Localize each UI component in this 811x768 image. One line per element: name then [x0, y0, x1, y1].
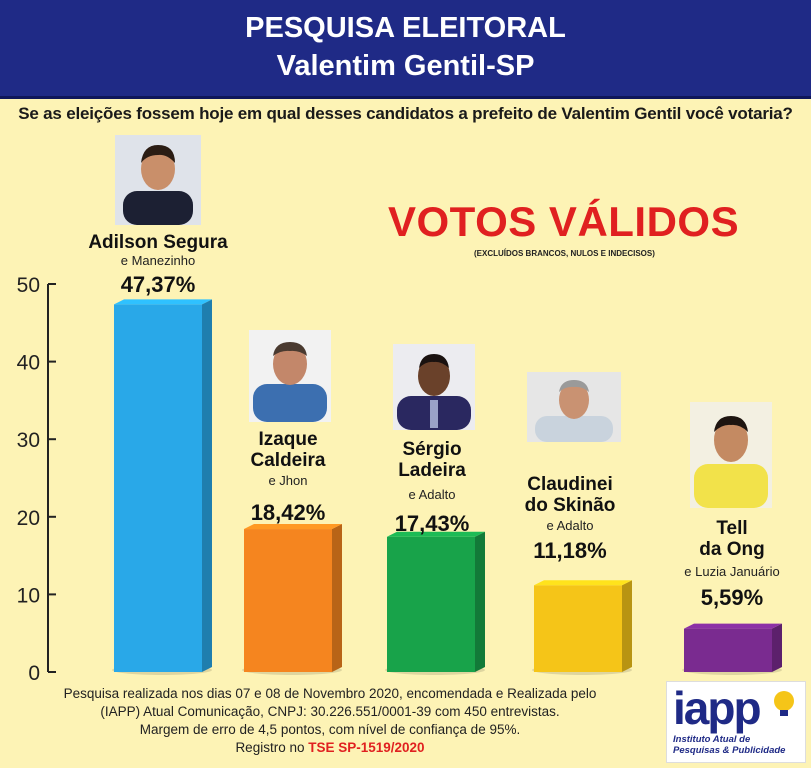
person-icon — [527, 372, 621, 442]
data-label: 11,18% — [533, 538, 607, 563]
candidate-name-line2: Caldeira — [250, 450, 326, 471]
bar-side — [475, 531, 485, 672]
header-subtitle: Valentim Gentil-SP — [276, 50, 535, 82]
bar-top — [534, 580, 632, 586]
methodology-note: Pesquisa realizada nos dias 07 e 08 de N… — [0, 685, 660, 757]
bar-side — [622, 580, 632, 672]
candidate-photo-sergio — [393, 344, 475, 430]
candidate-photo-adilson — [115, 135, 201, 225]
candidate-name-line1: Sérgio — [402, 439, 462, 460]
candidate-name: Tell da Ong — [662, 518, 802, 560]
candidate-vice: e Adalto — [408, 487, 456, 502]
y-tick-label: 0 — [28, 662, 40, 685]
bar — [684, 628, 772, 672]
candidate-name-line2: da Ong — [699, 539, 765, 560]
registration-prefix: Registro no — [235, 740, 309, 755]
footer-line: Pesquisa realizada nos dias 07 e 08 de N… — [63, 686, 597, 701]
data-label: 5,59% — [700, 585, 764, 610]
iapp-logo: iapp Instituto Atual de Pesquisas & Publ… — [666, 681, 806, 763]
person-icon — [249, 330, 331, 422]
bar-side — [202, 299, 212, 672]
bar-side — [772, 623, 782, 672]
bar-side — [332, 524, 342, 672]
y-tick-label: 50 — [17, 274, 40, 297]
registration-number: TSE SP-1519/2020 — [308, 740, 425, 755]
candidate-vice: e Manezinho — [120, 253, 196, 268]
lightbulb-icon — [774, 691, 794, 716]
bar — [244, 529, 332, 672]
footer-line: (IAPP) Atual Comunicação, CNPJ: 30.226.5… — [100, 704, 560, 719]
candidate-photo-tell — [690, 402, 772, 508]
candidate-name-line1: Claudinei — [527, 474, 613, 495]
candidate-name: Claudinei do Skinão — [505, 474, 635, 516]
person-icon — [115, 135, 201, 225]
valid-votes-title: VOTOS VÁLIDOS — [388, 198, 740, 245]
footer-registration: Registro no TSE SP-1519/2020 — [0, 739, 660, 757]
candidate-name-line2: do Skinão — [524, 495, 616, 516]
person-icon — [690, 402, 772, 508]
candidate-vice: e Adalto — [546, 518, 594, 533]
bar — [534, 585, 622, 672]
bar-top — [387, 531, 485, 537]
bar — [114, 304, 202, 672]
candidate-name-line2: Ladeira — [398, 460, 466, 481]
logo-subtitle-line2: Pesquisas & Publicidade — [673, 745, 786, 756]
candidate-name: Adilson Segura — [88, 232, 228, 253]
candidate-name-line1: Izaque — [258, 429, 318, 450]
header-title: PESQUISA ELEITORAL — [245, 12, 566, 44]
logo-subtitle: Instituto Atual de Pesquisas & Publicida… — [673, 734, 785, 756]
y-tick-label: 20 — [17, 507, 40, 530]
logo-mark: iapp — [673, 682, 762, 734]
data-label: 47,37% — [120, 272, 196, 297]
bar — [387, 536, 475, 672]
candidate-photo-claudinei — [527, 372, 621, 442]
survey-question: Se as eleições fossem hoje em qual desse… — [18, 104, 793, 123]
y-tick-label: 30 — [17, 429, 40, 452]
person-icon — [393, 344, 475, 430]
bar-top — [114, 299, 212, 305]
footer-line: Margem de erro de 4,5 pontos, com nível … — [139, 722, 521, 737]
candidate-name-line1: Tell — [716, 518, 748, 539]
data-label: 18,42% — [250, 500, 326, 525]
candidate-name: Sérgio Ladeira — [372, 439, 492, 481]
logo-subtitle-line1: Instituto Atual de — [673, 734, 751, 745]
data-label: 17,43% — [394, 511, 470, 536]
y-tick-label: 10 — [17, 584, 40, 607]
candidate-vice: e Luzia Januário — [684, 564, 780, 579]
valid-votes-note: (EXCLUÍDOS BRANCOS, NULOS E INDECISOS) — [474, 249, 655, 258]
y-tick-label: 40 — [17, 352, 40, 375]
bar-top — [244, 524, 342, 530]
candidate-vice: e Jhon — [268, 473, 308, 488]
candidate-name: Izaque Caldeira — [228, 429, 348, 471]
header-banner: PESQUISA ELEITORAL Valentim Gentil-SP — [0, 0, 811, 99]
bar-top — [684, 623, 782, 629]
bar-chart: 0 10 20 30 40 50 — [17, 274, 782, 685]
candidate-photo-izaque — [249, 330, 331, 422]
